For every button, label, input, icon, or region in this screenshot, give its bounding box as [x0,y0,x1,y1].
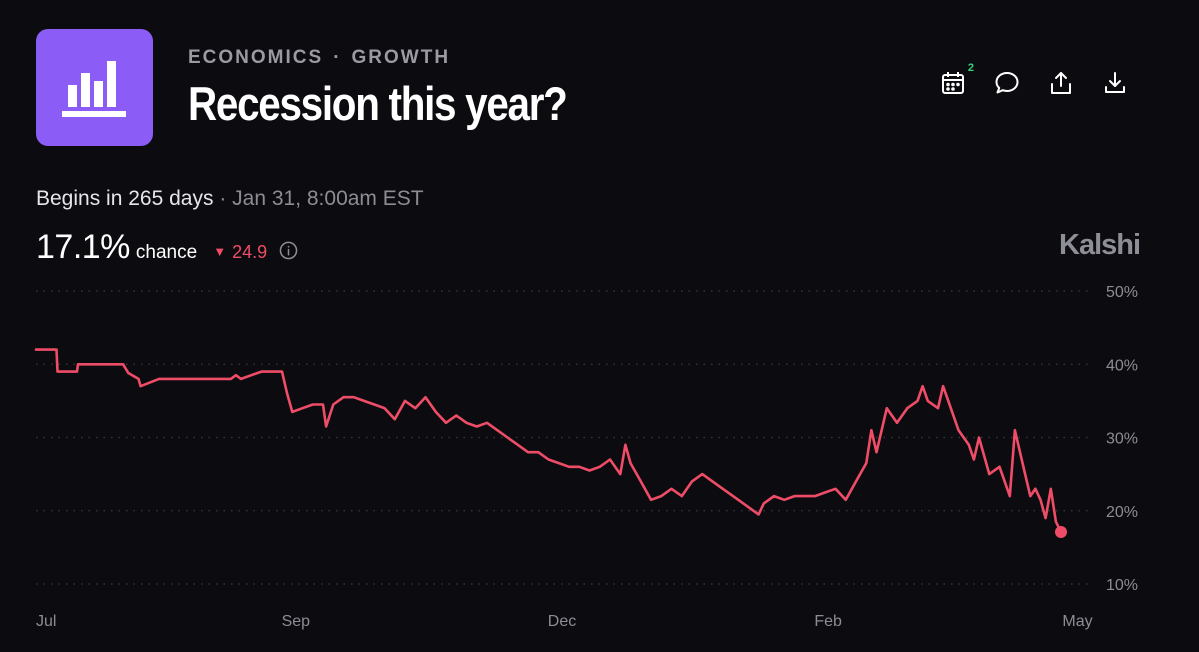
download-button[interactable] [1102,70,1128,96]
market-logo [36,29,153,146]
comments-button[interactable] [994,70,1020,96]
y-tick-label: 10% [1106,577,1138,594]
delta-value: 24.9 [232,242,268,262]
action-bar: 2 [940,62,1128,96]
begins-countdown: Begins in 265 days [36,187,214,210]
schedule-separator: · [219,187,227,210]
chance-value: 17.1% [36,228,130,266]
x-tick-label: Feb [814,613,842,630]
share-button[interactable] [1048,70,1074,96]
y-tick-label: 30% [1106,431,1138,448]
x-tick-label: May [1062,613,1092,630]
info-icon[interactable] [279,241,298,260]
chance-stats: 17.1% chance ▼ 24.9 [36,228,298,267]
probability-chart: 50% 40% 30% 20% 10% Jul Sep Dec Feb May [34,284,1138,630]
share-icon [1051,72,1071,94]
download-icon [1105,72,1125,93]
page-title: Recession this year? [188,77,568,130]
brand-logo: Kalshi [1059,229,1141,261]
price-line [34,348,1063,534]
breadcrumb-separator: · [333,47,342,68]
calendar-button[interactable]: 2 [940,62,974,96]
x-tick-label: Jul [36,613,56,630]
schedule-info: Begins in 265 days · Jan 31, 8:00am EST [36,187,424,211]
y-tick-label: 50% [1106,284,1138,301]
current-point[interactable] [1055,525,1067,538]
calendar-count-badge: 2 [967,62,974,74]
down-triangle-icon: ▼ [213,244,227,259]
category-link[interactable]: ECONOMICS [188,47,324,68]
breadcrumb: ECONOMICS · GROWTH [188,47,450,69]
bar-chart-icon [61,60,126,117]
chat-bubble-icon [995,72,1019,94]
x-tick-label: Dec [548,613,576,630]
y-tick-label: 40% [1106,357,1138,374]
chance-delta: ▼ 24.9 [213,242,267,263]
x-tick-label: Sep [282,613,311,630]
begins-datetime: Jan 31, 8:00am EST [232,187,424,210]
subcategory-link[interactable]: GROWTH [351,47,451,68]
calendar-icon [942,72,964,94]
y-tick-label: 20% [1106,504,1138,521]
chance-label: chance [135,242,198,263]
